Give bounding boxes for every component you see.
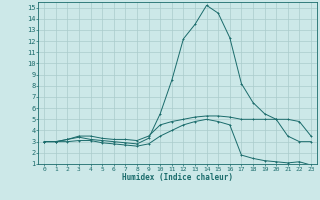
X-axis label: Humidex (Indice chaleur): Humidex (Indice chaleur) xyxy=(122,173,233,182)
